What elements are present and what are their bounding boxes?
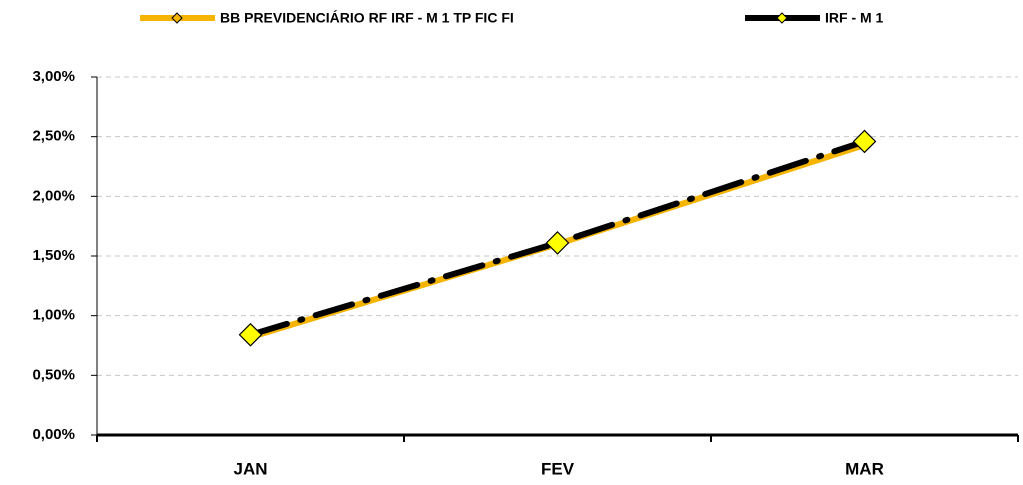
y-tick-label: 2,50%: [32, 128, 75, 145]
point-marker: [545, 231, 570, 255]
x-tick-label: FEV: [541, 459, 575, 478]
legend-label: BB PREVIDENCIÁRIO RF IRF - M 1 TP FIC FI: [220, 10, 514, 26]
y-tick-label: 2,00%: [32, 187, 75, 204]
y-tick-label: 3,00%: [32, 68, 75, 85]
y-tick-label: 0,50%: [32, 366, 75, 383]
point-marker: [852, 129, 877, 154]
point-marker: [238, 322, 263, 347]
legend-marker: [776, 12, 788, 24]
y-tick-label: 0,00%: [32, 426, 75, 443]
x-tick-label: JAN: [233, 459, 267, 478]
y-tick-label: 1,00%: [32, 307, 75, 324]
x-tick-label: MAR: [845, 459, 884, 478]
y-tick-label: 1,50%: [32, 247, 75, 264]
legend-marker: [171, 12, 183, 24]
legend-label: IRF - M 1: [825, 10, 884, 26]
series-line: [247, 138, 868, 338]
